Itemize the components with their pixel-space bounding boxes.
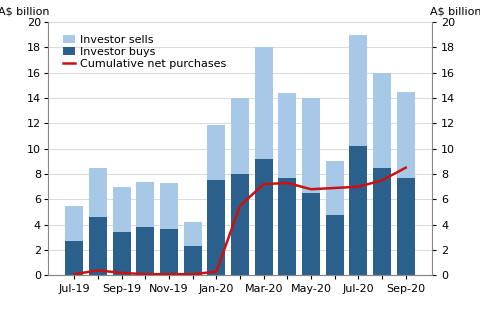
Bar [160, 183, 178, 228]
Bar [302, 193, 320, 275]
Bar [136, 182, 154, 227]
Text: A$ billion: A$ billion [431, 7, 480, 17]
Text: A$ billion: A$ billion [0, 7, 49, 17]
Bar [136, 227, 154, 275]
Bar [373, 168, 391, 275]
Bar [397, 178, 415, 275]
Bar [278, 93, 296, 178]
Bar [65, 241, 83, 275]
Bar [231, 174, 249, 275]
Bar [207, 125, 225, 180]
Bar [255, 47, 273, 159]
Bar [255, 159, 273, 275]
Bar [113, 187, 131, 232]
Bar [231, 98, 249, 174]
Bar [397, 92, 415, 178]
Bar [302, 98, 320, 193]
Bar [184, 246, 202, 275]
Legend: Investor sells, Investor buys, Cumulative net purchases: Investor sells, Investor buys, Cumulativ… [61, 33, 228, 71]
Bar [89, 168, 107, 217]
Bar [65, 206, 83, 241]
Bar [373, 73, 391, 168]
Bar [89, 217, 107, 275]
Bar [326, 162, 344, 215]
Bar [184, 222, 202, 246]
Bar [207, 180, 225, 275]
Bar [160, 228, 178, 275]
Bar [113, 232, 131, 275]
Bar [326, 215, 344, 275]
Bar [349, 146, 367, 275]
Bar [349, 34, 367, 146]
Bar [278, 178, 296, 275]
